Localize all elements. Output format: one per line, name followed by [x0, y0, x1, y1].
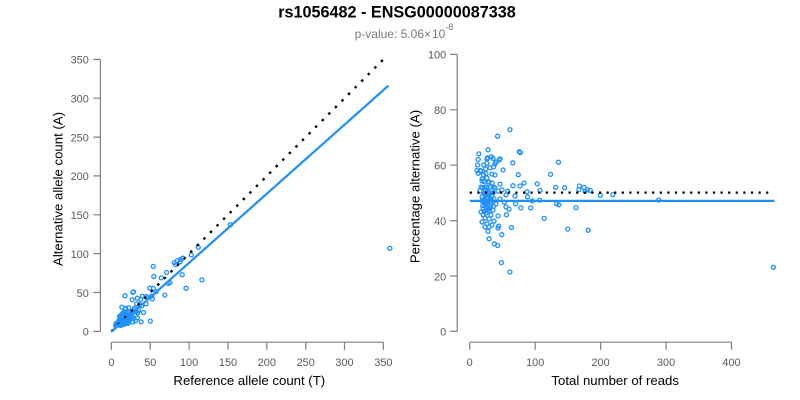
svg-text:250: 250: [297, 357, 315, 369]
svg-text:p-value: 5.06× 10-8: p-value: 5.06× 10-8: [355, 22, 454, 41]
svg-text:300: 300: [71, 94, 89, 106]
svg-text:Total number of reads: Total number of reads: [551, 373, 679, 388]
svg-text:300: 300: [657, 357, 675, 369]
svg-text:100: 100: [71, 249, 89, 261]
svg-text:Alternative allele count (A): Alternative allele count (A): [50, 112, 65, 266]
svg-text:200: 200: [258, 357, 276, 369]
svg-text:50: 50: [144, 357, 156, 369]
svg-text:80: 80: [434, 105, 446, 117]
svg-text:20: 20: [434, 271, 446, 283]
svg-text:100: 100: [526, 357, 544, 369]
svg-text:350: 350: [71, 55, 89, 67]
svg-text:50: 50: [77, 288, 89, 300]
svg-text:150: 150: [71, 210, 89, 222]
svg-text:40: 40: [434, 216, 446, 228]
svg-text:150: 150: [219, 357, 237, 369]
svg-text:0: 0: [108, 357, 114, 369]
svg-text:rs1056482 - ENSG00000087338: rs1056482 - ENSG00000087338: [278, 4, 516, 22]
svg-text:100: 100: [180, 357, 198, 369]
svg-text:0: 0: [83, 327, 89, 339]
svg-text:60: 60: [434, 161, 446, 173]
svg-text:100: 100: [428, 50, 446, 62]
svg-text:300: 300: [335, 357, 353, 369]
svg-text:400: 400: [722, 357, 740, 369]
svg-text:250: 250: [71, 132, 89, 144]
svg-text:350: 350: [374, 357, 392, 369]
svg-text:200: 200: [592, 357, 610, 369]
svg-text:0: 0: [440, 327, 446, 339]
svg-text:0: 0: [467, 357, 473, 369]
svg-text:Reference allele count (T): Reference allele count (T): [173, 373, 325, 388]
svg-text:200: 200: [71, 171, 89, 183]
svg-text:Percentage alternative (A): Percentage alternative (A): [407, 110, 422, 263]
